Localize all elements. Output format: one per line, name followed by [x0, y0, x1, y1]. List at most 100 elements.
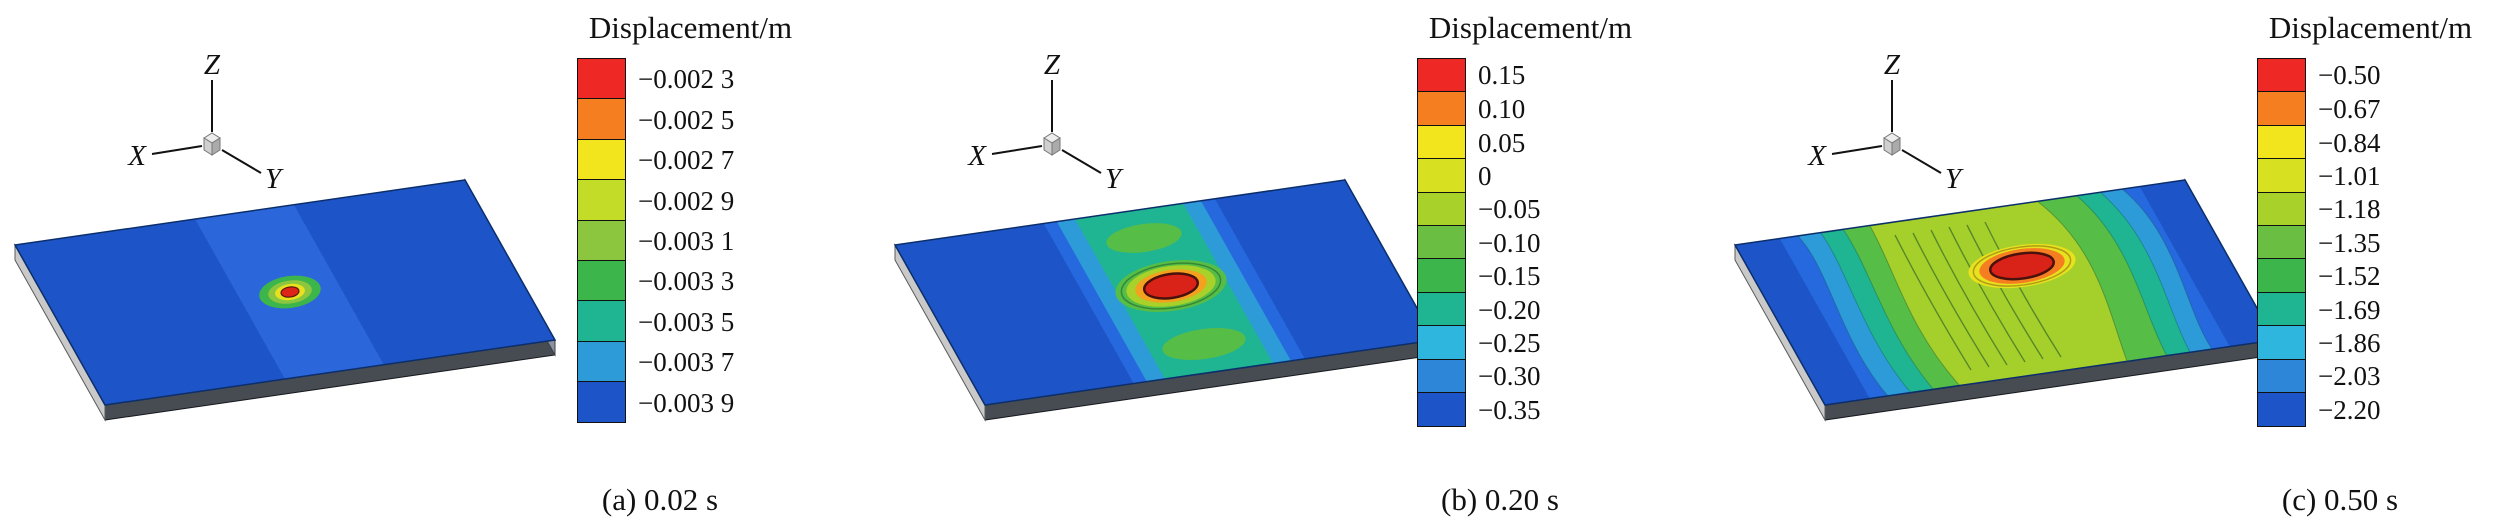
legend-entry: −0.002 5 — [577, 98, 833, 141]
axis-label-z: Z — [1884, 49, 1901, 81]
triad-cube-side — [1891, 137, 1901, 156]
x-axis-line — [1831, 145, 1883, 155]
contour-core-red — [1989, 251, 2055, 281]
legend-color-swatch — [577, 58, 626, 100]
colorbar: −0.50 −0.67 −0.84 −1.01 −1.18 −1.35 −1.52 −1.69… — [2257, 58, 2513, 428]
legend-value-label: −0.67 — [2318, 94, 2381, 125]
contour-line — [1972, 245, 2072, 287]
legend-value-label: −1.35 — [2318, 227, 2381, 258]
legend-color-swatch — [577, 340, 626, 383]
legend-value-label: −0.002 3 — [638, 63, 735, 94]
legend-value-label: −0.50 — [2318, 60, 2381, 90]
plate-top-contours — [895, 180, 1435, 405]
legend-color-swatch — [2257, 392, 2306, 428]
contour-blob-green-bottom — [1162, 328, 1246, 360]
legend-color-swatch — [577, 179, 626, 222]
legend-entry: −0.25 — [1417, 325, 1673, 361]
legend-entry: −0.002 9 — [577, 179, 833, 222]
legend-color-swatch — [2257, 258, 2306, 294]
legend-value-label: −0.35 — [1478, 394, 1541, 425]
legend-color-swatch — [1417, 58, 1466, 93]
legend-entry: −1.18 — [2257, 191, 2513, 227]
contour-center-spot — [1968, 243, 2076, 289]
legend-entry: −0.003 1 — [577, 219, 833, 262]
contour-scene-c: Z X Y — [1733, 49, 2277, 422]
panel-caption: (b) 0.20 s — [1441, 482, 1559, 517]
legend-value-label: −0.30 — [1478, 361, 1541, 392]
legend-color-swatch — [2257, 291, 2306, 327]
triad-cube-side — [1051, 137, 1061, 156]
contour-center-spot — [1115, 260, 1227, 312]
contour-core-red — [280, 286, 300, 298]
legend-title: Displacement/m — [1428, 10, 1633, 45]
contour-center-spot — [259, 275, 321, 309]
legend-value-label: −1.52 — [2318, 261, 2381, 292]
panel-caption: (a) 0.02 s — [601, 482, 719, 517]
legend-color-swatch — [577, 219, 626, 262]
axis-label-z: Z — [1044, 49, 1061, 81]
legend-color-swatch — [577, 381, 626, 424]
legend-color-swatch — [577, 98, 626, 141]
legend-entry: 0.15 — [1417, 58, 1673, 93]
contour-scene-a: Z X Y — [13, 49, 557, 422]
legend-value-label: −1.18 — [2318, 194, 2381, 225]
legend-color-swatch — [2257, 58, 2306, 93]
legend-entry: −0.10 — [1417, 225, 1673, 261]
legend-entry: −0.002 3 — [577, 58, 833, 100]
plate-top-contours — [1735, 180, 2275, 405]
legend-value-label: −0.003 1 — [638, 225, 735, 256]
legend-title: Displacement/m — [2268, 10, 2473, 45]
legend-value-label: −0.002 7 — [638, 145, 735, 176]
legend-entry: −1.69 — [2257, 291, 2513, 327]
panel-b: Z X Y — [840, 0, 1680, 528]
legend-color-swatch — [2257, 358, 2306, 394]
contour-line — [1120, 262, 1222, 310]
axis-label-y: Y — [1105, 163, 1124, 195]
legend-color-swatch — [1417, 225, 1466, 261]
legend-entry: −1.52 — [2257, 258, 2513, 294]
legend-entry: −1.86 — [2257, 325, 2513, 361]
y-axis-line — [1901, 149, 1942, 174]
legend-color-swatch — [1417, 191, 1466, 227]
legend: Displacement/m −0.50 −0.67 −0.84 −1.01 −1.18… — [2228, 10, 2513, 428]
legend-value-label: 0 — [1478, 161, 1492, 192]
axis-triad: Z X Y — [967, 49, 1124, 195]
axis-label-y: Y — [265, 163, 284, 195]
legend-value-label: −0.003 5 — [638, 306, 735, 337]
legend-value-label: −2.03 — [2318, 361, 2381, 392]
legend-entry: −0.003 3 — [577, 260, 833, 303]
legend-color-swatch — [2257, 91, 2306, 127]
legend-entry: −1.35 — [2257, 225, 2513, 261]
plate-model — [893, 178, 1437, 422]
legend-value-label: −0.002 5 — [638, 104, 735, 135]
legend-color-swatch — [1417, 325, 1466, 361]
legend: Displacement/m −0.002 3 −0.002 5 −0.002 7−… — [548, 10, 833, 424]
y-axis-line — [1061, 149, 1102, 174]
legend-entry: −2.20 — [2257, 392, 2513, 428]
legend-color-swatch — [2257, 158, 2306, 194]
legend-value-label: −0.003 3 — [638, 266, 735, 297]
legend-entry: −0.002 7 — [577, 138, 833, 181]
panel-caption: (c) 0.50 s — [2281, 482, 2399, 517]
legend-color-swatch — [1417, 158, 1466, 194]
colorbar: 0.15 0.10 0.05 0 −0.05 −0.10 −0.15 −0.20 −0.25 −0… — [1417, 58, 1673, 428]
legend-entry: −0.15 — [1417, 258, 1673, 294]
legend-color-swatch — [1417, 91, 1466, 127]
legend-entry: −2.03 — [2257, 358, 2513, 394]
plate-top-outline — [13, 179, 557, 406]
legend-color-swatch — [2257, 191, 2306, 227]
axis-label-x: X — [127, 140, 147, 172]
legend-color-swatch — [1417, 291, 1466, 327]
legend-color-swatch — [577, 300, 626, 343]
axis-label-z: Z — [204, 49, 221, 81]
legend-color-swatch — [2257, 225, 2306, 261]
legend-entry: −1.01 — [2257, 158, 2513, 194]
legend-value-label: −0.003 9 — [638, 387, 735, 418]
triad-cube-side — [211, 137, 221, 156]
legend-entry: −0.003 5 — [577, 300, 833, 343]
legend-title: Displacement/m — [588, 10, 793, 45]
legend-entry: −0.20 — [1417, 291, 1673, 327]
legend-color-swatch — [577, 260, 626, 303]
axis-label-y: Y — [1945, 163, 1964, 195]
legend-color-swatch — [1417, 258, 1466, 294]
